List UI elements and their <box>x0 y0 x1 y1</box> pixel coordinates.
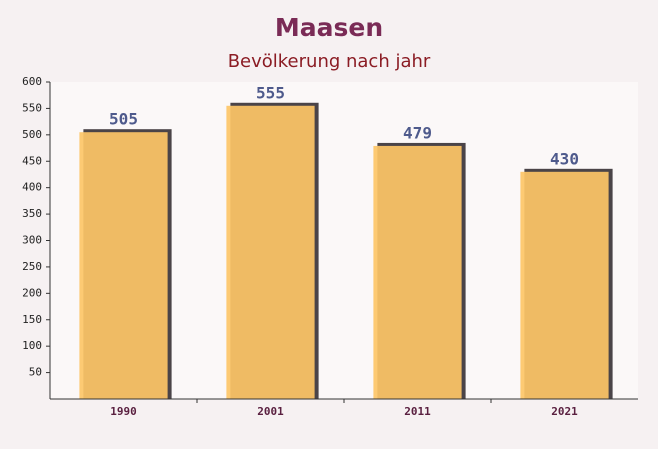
y-tick-label: 600 <box>22 75 42 88</box>
chart-subtitle: Bevölkerung nach jahr <box>228 51 431 72</box>
y-tick-label: 100 <box>22 339 42 352</box>
x-tick-label: 2021 <box>551 405 578 418</box>
y-tick-label: 400 <box>22 181 42 194</box>
bar <box>79 132 168 400</box>
y-tick-label: 550 <box>22 101 42 114</box>
x-tick-label: 2011 <box>404 405 431 418</box>
y-tick-label: 150 <box>22 313 42 326</box>
bar <box>520 171 609 399</box>
value-label: 505 <box>109 110 138 129</box>
y-tick-label: 450 <box>22 154 42 167</box>
chart-title: Maasen <box>275 13 383 42</box>
bar <box>226 105 315 400</box>
y-tick-label: 500 <box>22 128 42 141</box>
bar <box>373 145 462 399</box>
value-label: 555 <box>256 83 285 102</box>
value-label: 479 <box>403 123 432 142</box>
y-tick-label: 200 <box>22 286 42 299</box>
y-tick-label: 50 <box>29 366 42 379</box>
y-tick-label: 350 <box>22 207 42 220</box>
value-label: 430 <box>550 149 579 168</box>
x-tick-label: 1990 <box>110 405 137 418</box>
y-tick-label: 250 <box>22 260 42 273</box>
x-tick-label: 2001 <box>257 405 284 418</box>
y-tick-label: 300 <box>22 234 42 247</box>
